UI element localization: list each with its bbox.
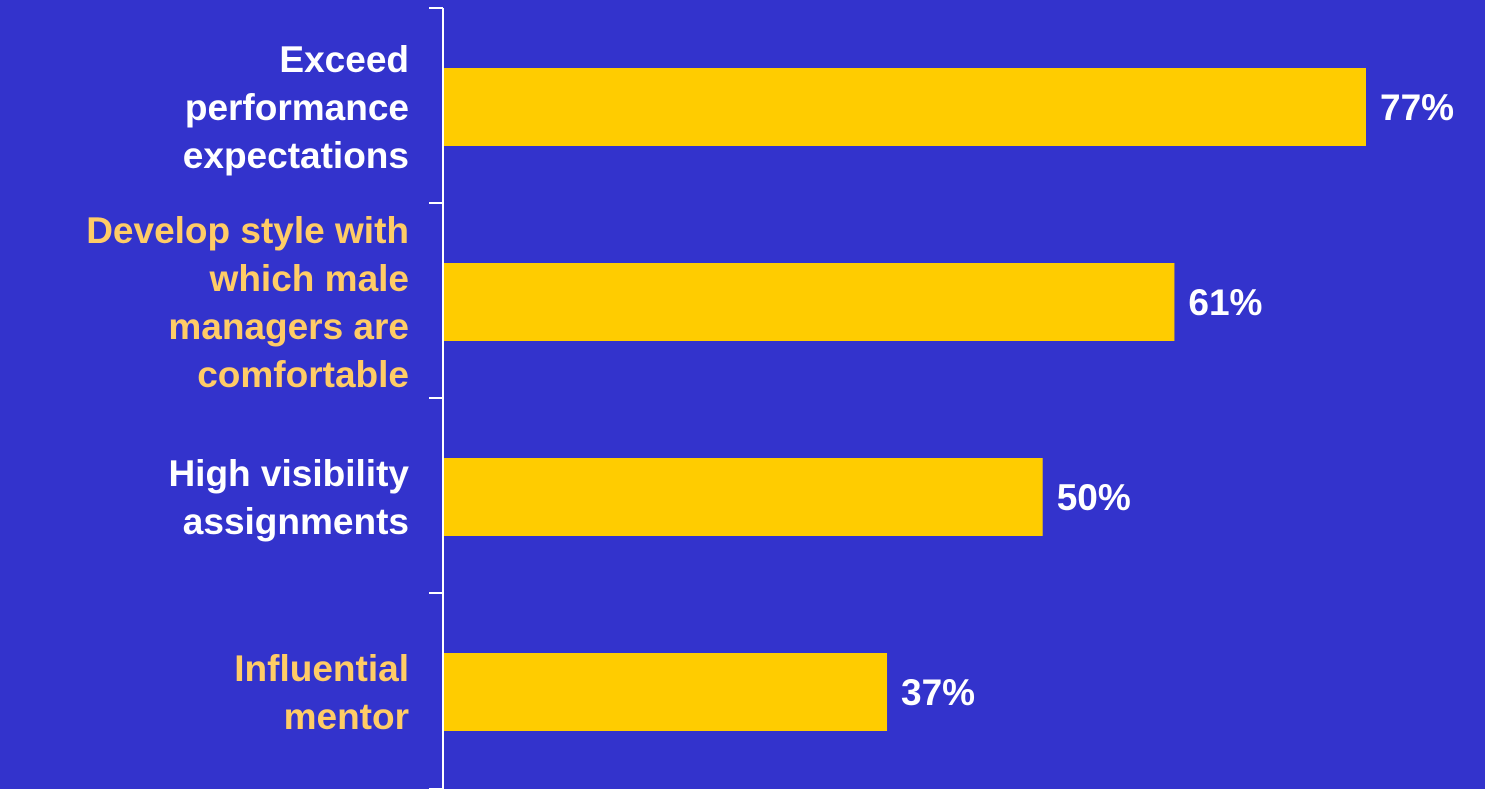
category-label-3: Influential mentor — [234, 648, 409, 737]
category-label-line: managers are — [168, 306, 409, 347]
category-label-2: High visibility assignments — [168, 453, 409, 542]
bar-2 — [444, 458, 1043, 536]
category-label-line: Develop style with — [86, 210, 409, 251]
value-label-3: 37% — [901, 672, 975, 713]
category-label-line: assignments — [183, 501, 409, 542]
bar-0 — [444, 68, 1366, 146]
axis-layer — [429, 7, 444, 789]
category-label-line: performance — [185, 87, 409, 128]
category-label-line: which male — [209, 258, 409, 299]
category-label-line: expectations — [183, 135, 409, 176]
category-label-1: Develop style with which male managers are… — [86, 210, 409, 395]
category-label-0: Exceed performance expectations — [183, 39, 409, 176]
value-label-1: 61% — [1188, 282, 1262, 323]
value-labels: 77% 61% 50% 37% — [901, 87, 1454, 713]
bars-layer — [444, 68, 1366, 731]
category-label-line: Influential — [234, 648, 409, 689]
category-label-line: comfortable — [197, 354, 409, 395]
category-label-line: High visibility — [168, 453, 409, 494]
value-label-2: 50% — [1057, 477, 1131, 518]
category-label-line: Exceed — [279, 39, 409, 80]
bar-1 — [444, 263, 1175, 341]
category-label-line: mentor — [284, 696, 409, 737]
category-labels: Exceed performance expectations Develop sty… — [86, 39, 409, 737]
value-label-0: 77% — [1380, 87, 1454, 128]
bar-3 — [444, 653, 888, 731]
